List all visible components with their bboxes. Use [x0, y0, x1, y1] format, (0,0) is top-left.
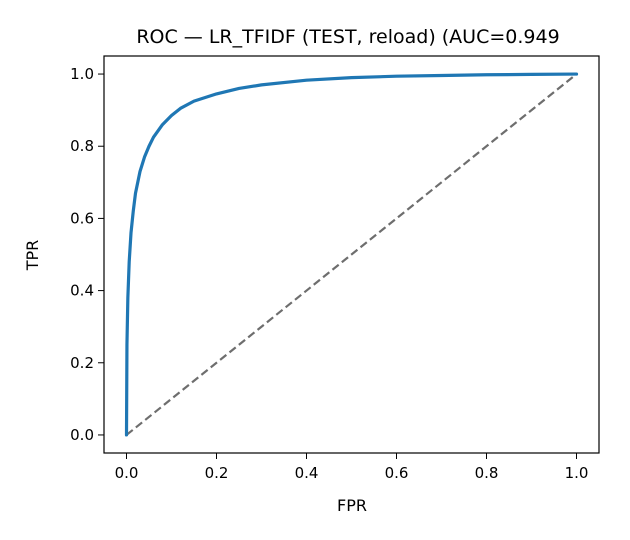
series-layer: [124, 72, 579, 437]
x-tick-label: 1.0: [565, 464, 589, 482]
x-tick-label: 0.4: [295, 464, 319, 482]
y-tick-label: 0.0: [70, 426, 94, 444]
x-axis: 0.0 0.2 0.4 0.6 0.8 1.0: [115, 453, 589, 482]
y-tick-label: 0.2: [70, 354, 94, 372]
y-axis-label: TPR: [23, 240, 42, 272]
x-tick-label: 0.6: [385, 464, 409, 482]
chart-title: ROC — LR_TFIDF (TEST, reload) (AUC=0.949: [136, 26, 559, 48]
x-tick-label: 0.0: [115, 464, 139, 482]
y-tick-label: 0.6: [70, 209, 94, 227]
x-axis-label: FPR: [337, 496, 367, 515]
y-tick-label: 0.4: [70, 282, 94, 300]
x-tick-label: 0.8: [475, 464, 499, 482]
roc-curve-line: [124, 72, 579, 437]
plot-frame: [103, 55, 600, 454]
y-tick-label: 0.8: [70, 137, 94, 155]
x-tick-label: 0.2: [205, 464, 229, 482]
y-tick-label: 1.0: [70, 65, 94, 83]
y-axis: 0.0 0.2 0.4 0.6 0.8 1.0: [70, 65, 104, 444]
chance-diagonal-line: [125, 73, 578, 436]
